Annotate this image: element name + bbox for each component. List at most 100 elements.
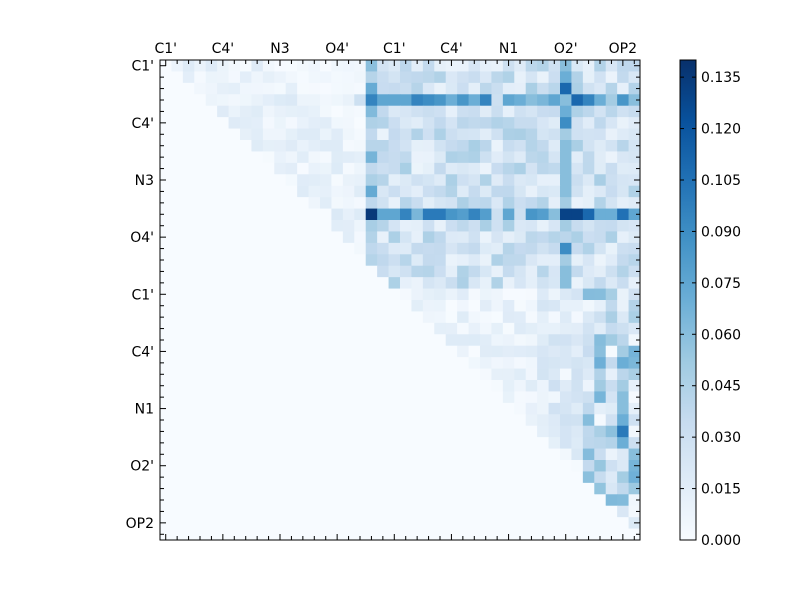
heatmap-cell — [262, 505, 275, 518]
heatmap-cell — [331, 82, 344, 95]
colorbar-tick-label: 0.030 — [701, 430, 741, 446]
heatmap-cell — [480, 94, 492, 107]
heatmap-cell — [514, 117, 527, 129]
heatmap-cell — [468, 482, 481, 495]
heatmap-cell — [320, 242, 332, 255]
heatmap-cell — [262, 208, 275, 221]
heatmap-cell — [560, 288, 572, 301]
heatmap-cell — [480, 505, 492, 518]
heatmap-cell — [228, 460, 241, 472]
heatmap-cell — [434, 162, 447, 175]
heatmap-cell — [354, 311, 367, 324]
heatmap-cell — [525, 471, 538, 484]
heatmap-cell — [285, 345, 298, 358]
heatmap-cell — [411, 277, 424, 289]
heatmap-cell — [240, 505, 252, 518]
heatmap-cell — [411, 231, 424, 244]
heatmap-cell — [285, 300, 298, 312]
heatmap-cell — [445, 471, 458, 484]
heatmap-cell — [594, 277, 607, 289]
heatmap-cell — [320, 185, 332, 198]
heatmap-cell — [240, 460, 252, 472]
heatmap-cell — [320, 71, 332, 84]
heatmap-cell — [480, 448, 492, 461]
heatmap-cell — [422, 380, 435, 392]
heatmap-cell — [502, 345, 515, 358]
heatmap-cell — [605, 311, 618, 324]
heatmap-cell — [605, 94, 618, 107]
heatmap-cell — [331, 300, 344, 312]
heatmap-cell — [262, 242, 275, 255]
heatmap-cell — [582, 380, 595, 392]
heatmap-cell — [434, 174, 447, 187]
y-tick-label: N1 — [135, 402, 154, 418]
heatmap-cell — [354, 391, 367, 404]
heatmap-cell — [434, 60, 447, 72]
heatmap-cell — [422, 254, 435, 267]
heatmap-cell — [548, 162, 561, 175]
heatmap-cell — [525, 82, 538, 95]
heatmap-cell — [400, 300, 412, 312]
heatmap-cell — [445, 117, 458, 129]
heatmap-cell — [251, 288, 264, 301]
heatmap-cell — [582, 128, 595, 141]
heatmap-cell — [388, 265, 401, 278]
heatmap-cell — [262, 425, 275, 438]
heatmap-cell — [251, 345, 264, 358]
heatmap-cell — [491, 322, 504, 335]
heatmap-cell — [274, 345, 287, 358]
heatmap-cell — [457, 471, 469, 484]
heatmap-cell — [182, 151, 195, 164]
heatmap-cell — [617, 220, 629, 232]
heatmap-cell — [377, 71, 389, 84]
heatmap-cell — [240, 197, 252, 209]
heatmap-cell — [194, 242, 207, 255]
y-tick-label: O4' — [130, 230, 154, 246]
heatmap-cell — [217, 414, 229, 427]
heatmap-cell — [251, 357, 264, 369]
heatmap-cell — [240, 300, 252, 312]
heatmap-cell — [582, 482, 595, 495]
heatmap-cell — [342, 94, 355, 107]
heatmap-cell — [537, 471, 549, 484]
heatmap-cell — [571, 448, 584, 461]
heatmap-cell — [354, 517, 367, 529]
heatmap-cell — [445, 231, 458, 244]
heatmap-cell — [240, 140, 252, 152]
heatmap-cell — [491, 277, 504, 289]
heatmap-cell — [571, 357, 584, 369]
heatmap-cell — [388, 460, 401, 472]
heatmap-cell — [457, 414, 469, 427]
heatmap-cell — [548, 494, 561, 507]
heatmap-cell — [274, 265, 287, 278]
heatmap-cell — [217, 128, 229, 141]
heatmap-cell — [297, 517, 309, 529]
heatmap-cell — [331, 448, 344, 461]
heatmap-cell — [217, 517, 229, 529]
heatmap-cell — [377, 117, 389, 129]
heatmap-cell — [525, 185, 538, 198]
heatmap-cell — [182, 345, 195, 358]
heatmap-cell — [400, 345, 412, 358]
heatmap-cell — [342, 460, 355, 472]
heatmap-cell — [422, 197, 435, 209]
heatmap-cell — [194, 528, 207, 541]
heatmap-cell — [514, 220, 527, 232]
heatmap-cell — [445, 185, 458, 198]
heatmap-cell — [514, 494, 527, 507]
heatmap-cell — [182, 448, 195, 461]
heatmap-cell — [411, 345, 424, 358]
heatmap-cell — [617, 128, 629, 141]
heatmap-cell — [217, 231, 229, 244]
heatmap-cell — [525, 357, 538, 369]
colorbar-tick-label: 0.135 — [701, 70, 741, 86]
heatmap-cell — [308, 517, 321, 529]
heatmap-cell — [365, 162, 378, 175]
heatmap-cell — [617, 505, 629, 518]
heatmap-cell — [331, 380, 344, 392]
heatmap-cell — [617, 197, 629, 209]
heatmap-cell — [582, 471, 595, 484]
heatmap-cell — [240, 71, 252, 84]
heatmap-cell — [320, 334, 332, 347]
